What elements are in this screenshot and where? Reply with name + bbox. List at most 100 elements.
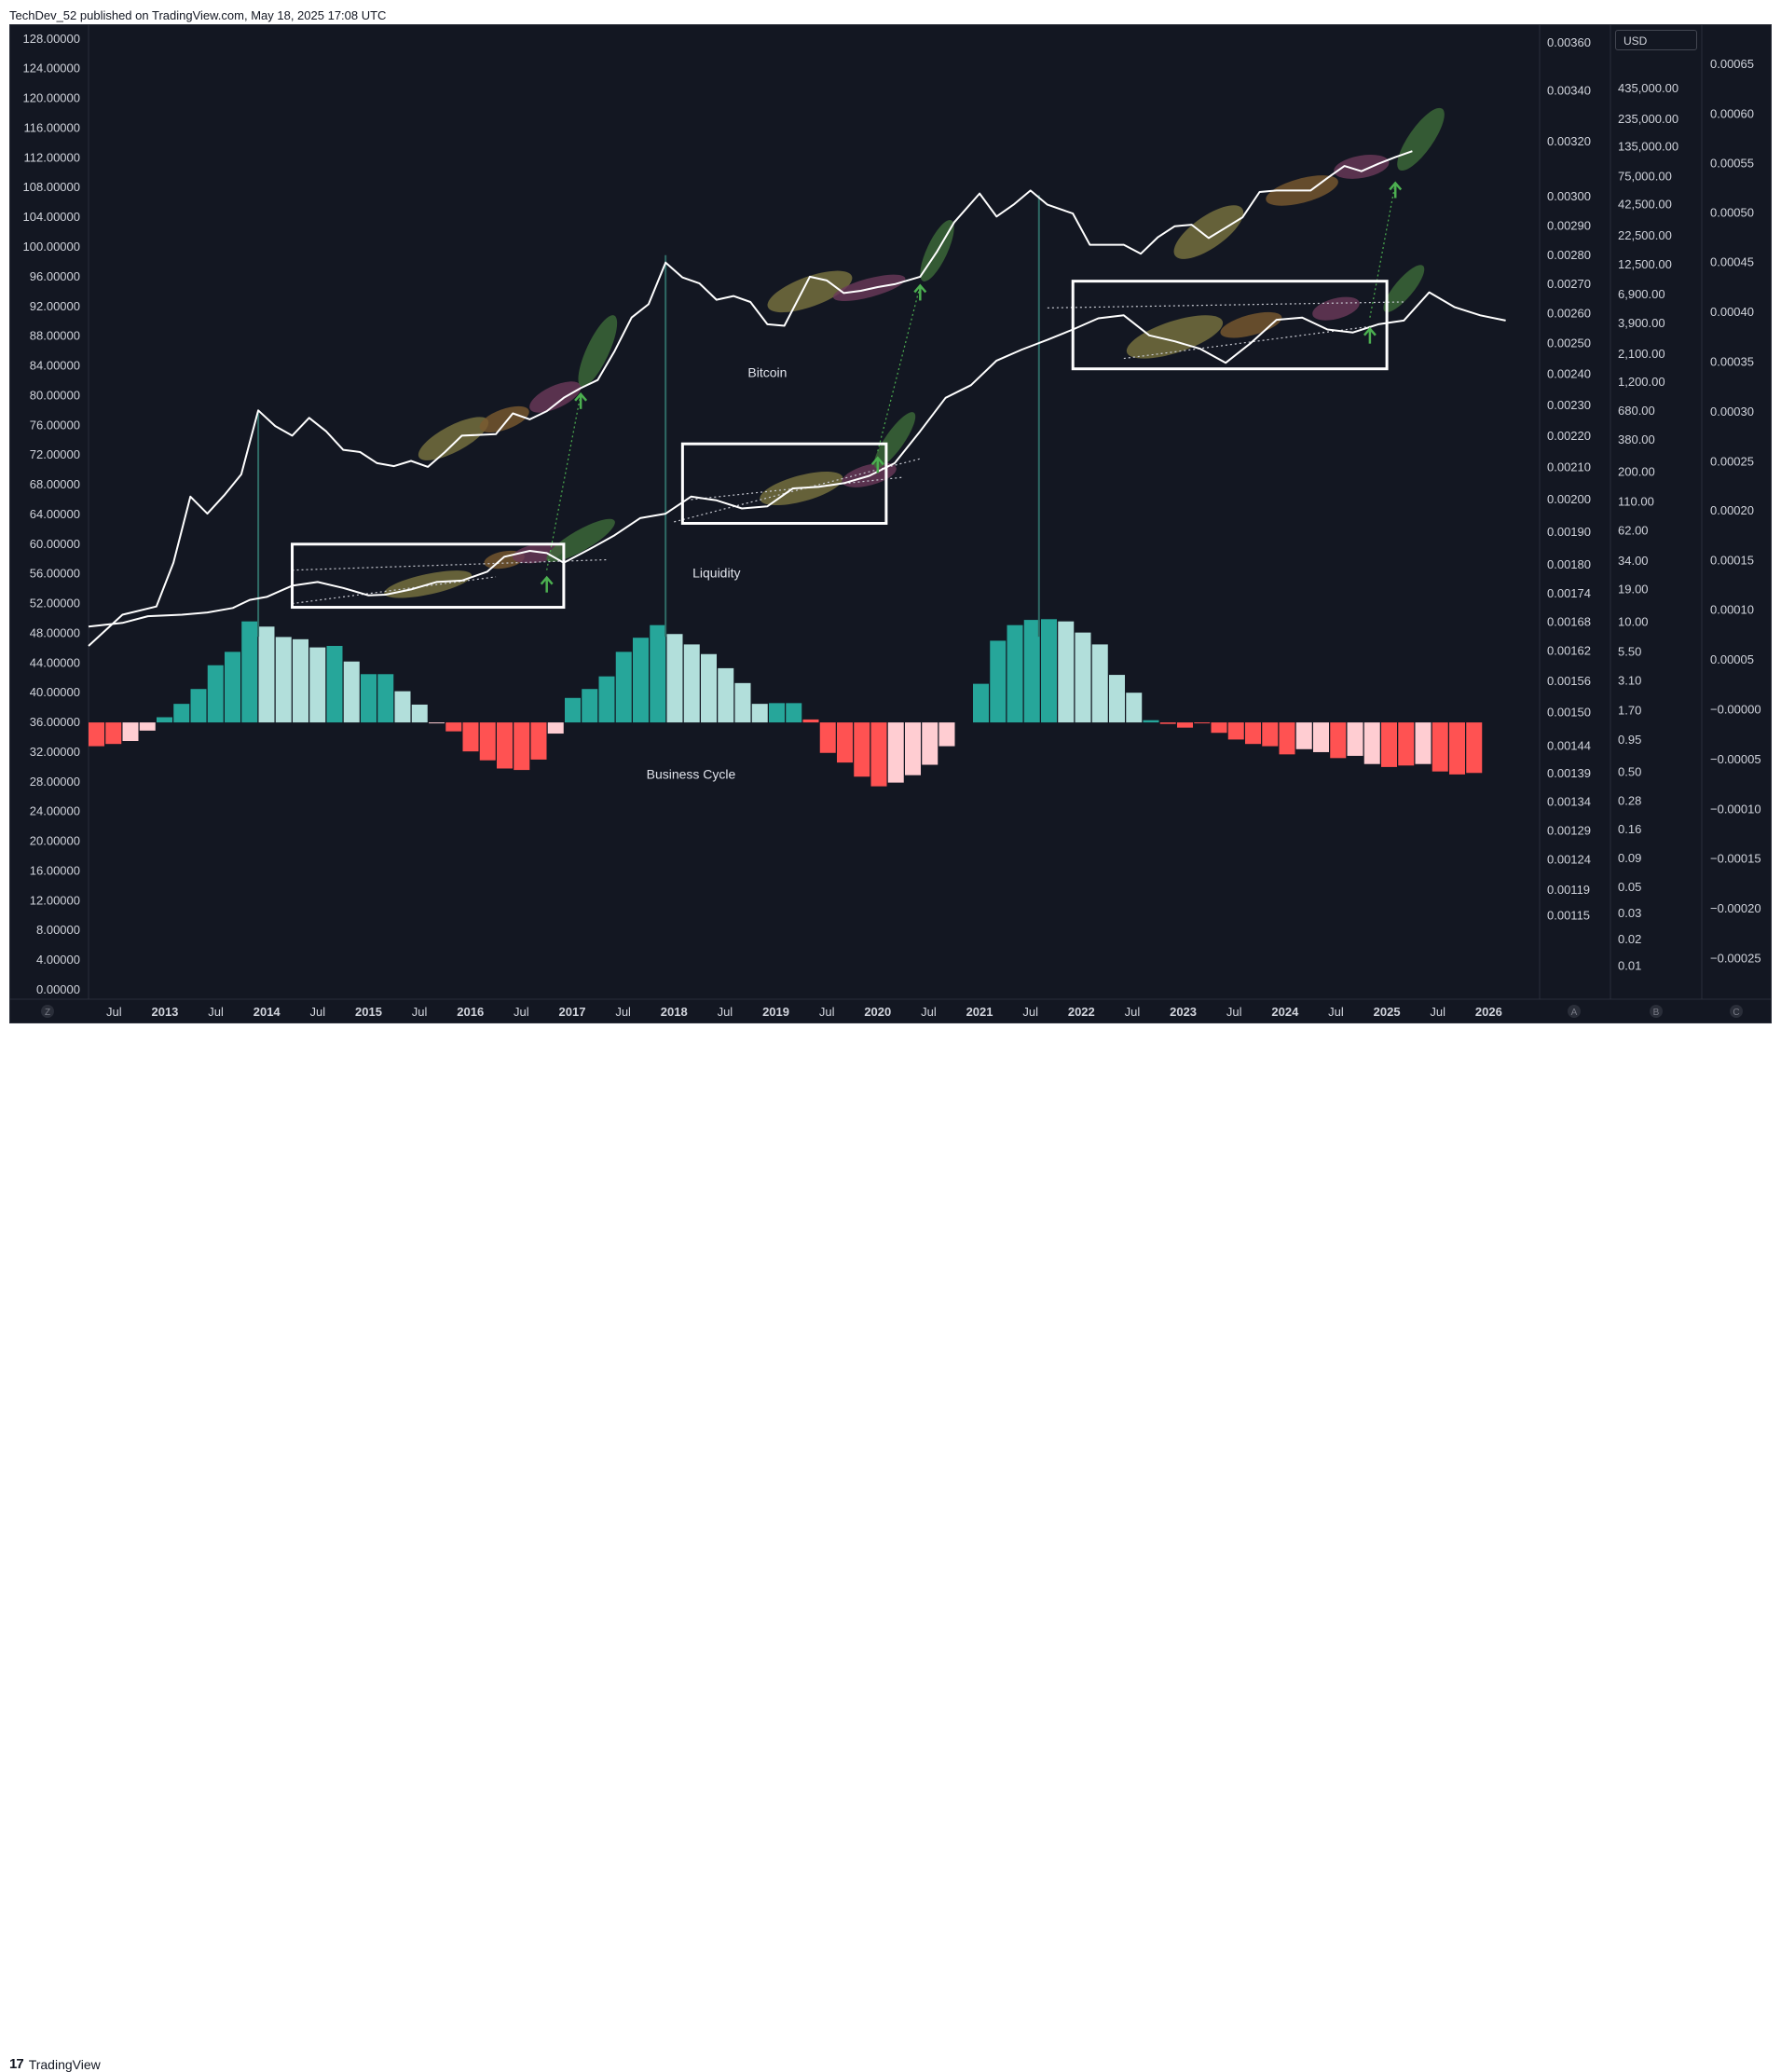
y-tick-a: 0.00139 — [1547, 766, 1591, 780]
y-tick-left: 48.00000 — [30, 625, 80, 639]
x-tick: 2018 — [661, 1005, 688, 1019]
histogram-bar — [938, 722, 955, 747]
x-tick: 2023 — [1170, 1005, 1197, 1019]
histogram-bar — [1109, 675, 1125, 723]
histogram-bar — [514, 722, 530, 771]
y-tick-a: 0.00200 — [1547, 492, 1591, 506]
scale-button-z[interactable] — [41, 1005, 54, 1018]
x-tick: 2019 — [762, 1005, 789, 1019]
histogram-bar — [837, 722, 853, 763]
histogram-bar — [1432, 722, 1448, 772]
x-tick: Jul — [514, 1005, 529, 1019]
phase-ellipse — [1397, 107, 1445, 172]
y-tick-b: 0.02 — [1618, 932, 1641, 946]
x-tick: Jul — [615, 1005, 631, 1019]
y-tick-c: 0.00005 — [1710, 652, 1754, 666]
trend-line — [1047, 301, 1404, 309]
y-tick-b: 0.95 — [1618, 733, 1641, 747]
histogram-bar — [598, 676, 615, 723]
y-tick-b: 42,500.00 — [1618, 198, 1672, 212]
y-tick-left: 40.00000 — [30, 685, 80, 699]
histogram-bar — [547, 722, 564, 734]
y-tick-left: 0.00000 — [36, 982, 80, 996]
histogram-bar — [1194, 722, 1211, 724]
y-tick-a: 0.00124 — [1547, 853, 1591, 867]
histogram-bar — [293, 638, 308, 723]
y-tick-b: 12,500.00 — [1618, 257, 1672, 271]
tradingview-logo-icon: 17 — [9, 2056, 24, 2072]
y-tick-c: 0.00055 — [1710, 157, 1754, 171]
histogram-bar — [1023, 620, 1040, 723]
y-tick-c: 0.00065 — [1710, 57, 1754, 71]
histogram-bar — [751, 704, 768, 723]
phase-ellipse — [1383, 265, 1425, 312]
y-tick-left: 20.00000 — [30, 834, 80, 848]
y-tick-b: 75,000.00 — [1618, 169, 1672, 183]
y-tick-left: 96.00000 — [30, 269, 80, 283]
y-tick-a: 0.00250 — [1547, 336, 1591, 350]
histogram-bar — [479, 722, 496, 761]
histogram-bar — [1245, 722, 1261, 745]
y-tick-c: 0.00060 — [1710, 106, 1754, 120]
y-tick-a: 0.00115 — [1547, 908, 1590, 922]
y-tick-c: −0.00020 — [1710, 901, 1761, 915]
up-arrow-icon — [540, 575, 554, 593]
y-tick-left: 12.00000 — [30, 893, 80, 907]
x-tick: 2013 — [151, 1005, 178, 1019]
y-tick-b: 0.01 — [1618, 958, 1641, 972]
scale-button-b[interactable] — [1650, 1005, 1663, 1018]
histogram-bar — [701, 653, 717, 723]
phase-ellipse — [418, 417, 489, 460]
y-tick-c: 0.00020 — [1710, 503, 1754, 517]
y-tick-left: 60.00000 — [30, 537, 80, 551]
x-tick: Jul — [1328, 1005, 1344, 1019]
y-tick-b: 435,000.00 — [1618, 81, 1678, 95]
histogram-bar — [1058, 621, 1075, 723]
histogram-bar — [887, 722, 904, 783]
histogram-bar — [1330, 722, 1347, 759]
x-tick: 2024 — [1271, 1005, 1299, 1019]
trend-line — [877, 285, 921, 452]
y-tick-left: 56.00000 — [30, 567, 80, 581]
histogram-bar — [666, 634, 683, 723]
histogram-bar — [1126, 693, 1143, 723]
histogram-bar — [411, 704, 428, 723]
y-tick-a: 0.00230 — [1547, 398, 1591, 412]
histogram-bar — [89, 722, 104, 747]
y-tick-left: 16.00000 — [30, 863, 80, 877]
y-tick-b: 135,000.00 — [1618, 139, 1678, 153]
histogram-bar — [139, 722, 156, 731]
histogram-bar — [1159, 722, 1176, 724]
histogram-bar — [786, 703, 802, 723]
histogram-bar — [1313, 722, 1329, 752]
x-tick: Jul — [1022, 1005, 1038, 1019]
range-box — [680, 442, 888, 525]
scale-button-c[interactable] — [1730, 1005, 1743, 1018]
histogram-bar — [802, 719, 819, 723]
histogram-bar — [105, 722, 122, 745]
currency-badge[interactable]: USD — [1615, 30, 1697, 50]
y-tick-left: 124.00000 — [23, 62, 80, 75]
chart-canvas[interactable]: 128.00000 124.00000 120.00000 116.00000 112.… — [0, 0, 1781, 1025]
y-tick-b: 235,000.00 — [1618, 112, 1678, 126]
scale-button-a[interactable] — [1568, 1005, 1581, 1018]
phase-ellipse — [832, 274, 906, 301]
y-tick-left: 108.00000 — [23, 180, 80, 194]
trend-line — [546, 393, 582, 570]
y-tick-a: 0.00340 — [1547, 84, 1591, 98]
y-tick-a: 0.00119 — [1547, 883, 1590, 897]
phase-ellipse — [529, 381, 582, 413]
x-tick: Jul — [412, 1005, 428, 1019]
x-tick: Jul — [1430, 1005, 1445, 1019]
x-tick: Jul — [106, 1005, 122, 1019]
histogram-bar — [241, 621, 258, 723]
y-tick-left: 44.00000 — [30, 655, 80, 669]
trend-line — [292, 558, 607, 571]
range-box — [1071, 280, 1389, 371]
histogram-bar — [1279, 722, 1295, 755]
chart-area[interactable] — [9, 24, 1772, 1023]
publisher-text: TechDev_52 published on TradingView.com,… — [9, 8, 387, 22]
brand[interactable]: 17 TradingView — [9, 2056, 101, 2072]
histogram-bar — [377, 674, 394, 723]
histogram-bar — [565, 697, 581, 723]
